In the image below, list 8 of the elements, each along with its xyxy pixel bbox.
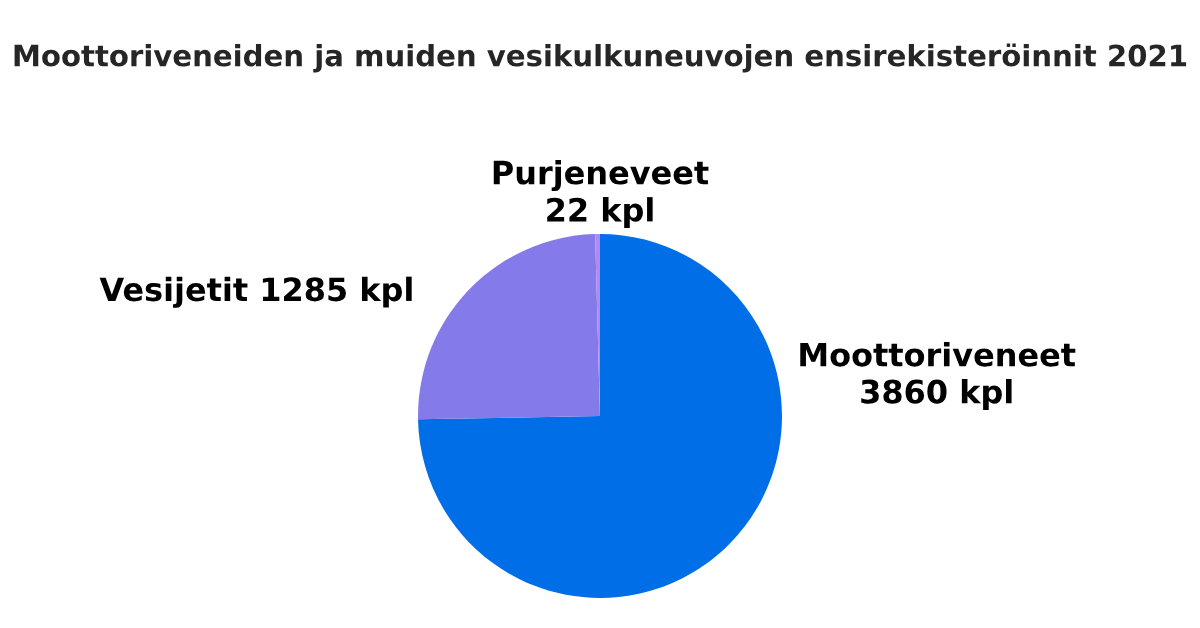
slice-label: Purjeneveet	[493, 159, 709, 192]
chart-title: Moottoriveneiden ja muiden vesikulkuneuvojen ensirekisteröinnit 2021	[14, 43, 1187, 73]
data-label: 22 kpl	[547, 197, 653, 229]
data-label: 3860 kpl	[861, 378, 1012, 410]
pie-slice	[418, 234, 600, 420]
slice-label: Moottoriveneet	[800, 342, 1076, 367]
slice-label: Vesijetit 1285 kpl	[99, 276, 412, 308]
pie-slice	[418, 234, 782, 598]
